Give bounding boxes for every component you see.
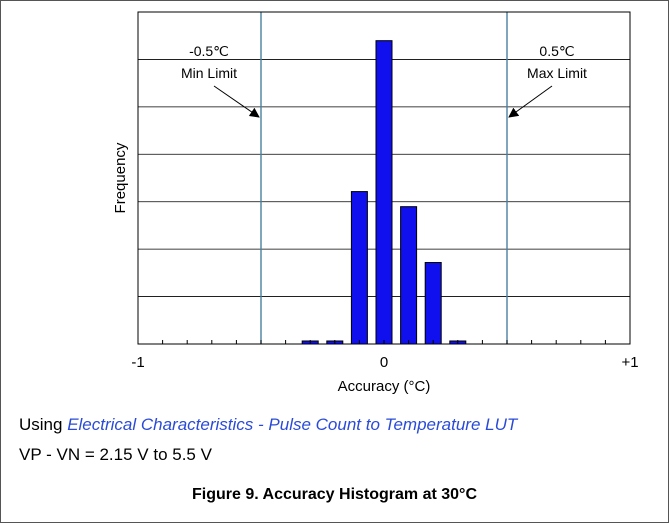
- x-tick-label: -1: [131, 354, 144, 371]
- x-ticks-layer: -1 0 +1: [131, 340, 639, 371]
- accuracy-histogram-chart: -1 0 +1 Accuracy (°C) Frequency -0.5℃ Min L…: [112, 11, 639, 395]
- histogram-bar: [375, 40, 393, 345]
- caption-line-voltage: VP - VN = 2.15 V to 5.5 V: [19, 445, 212, 464]
- limit-value-label: -0.5℃: [189, 43, 229, 59]
- bars-layer: [301, 40, 467, 345]
- y-axis-label: Frequency: [112, 142, 129, 213]
- limit-arrow: [213, 85, 260, 118]
- x-tick-label: 0: [380, 354, 388, 371]
- caption-line-conditions: Using Electrical Characteristics - Pulse…: [19, 415, 517, 435]
- limit-lines-layer: [260, 12, 508, 344]
- limit-arrow: [508, 85, 553, 118]
- limit-value-label: 0.5℃: [539, 43, 574, 59]
- caption-prefix: Using: [19, 415, 68, 434]
- electrical-characteristics-link[interactable]: Electrical Characteristics - Pulse Count…: [67, 415, 518, 434]
- x-axis-label: Accuracy (°C): [338, 378, 431, 395]
- figure-caption: Figure 9. Accuracy Histogram at 30°C: [191, 486, 477, 503]
- limit-name-label: Max Limit: [527, 65, 587, 81]
- limit-name-label: Min Limit: [181, 65, 237, 81]
- histogram-bar: [400, 206, 418, 345]
- histogram-bar: [424, 262, 442, 345]
- x-tick-label: +1: [621, 354, 638, 371]
- limit-annotations-layer: -0.5℃ Min Limit 0.5℃ Max Limit: [181, 43, 587, 118]
- histogram-bar: [350, 191, 368, 345]
